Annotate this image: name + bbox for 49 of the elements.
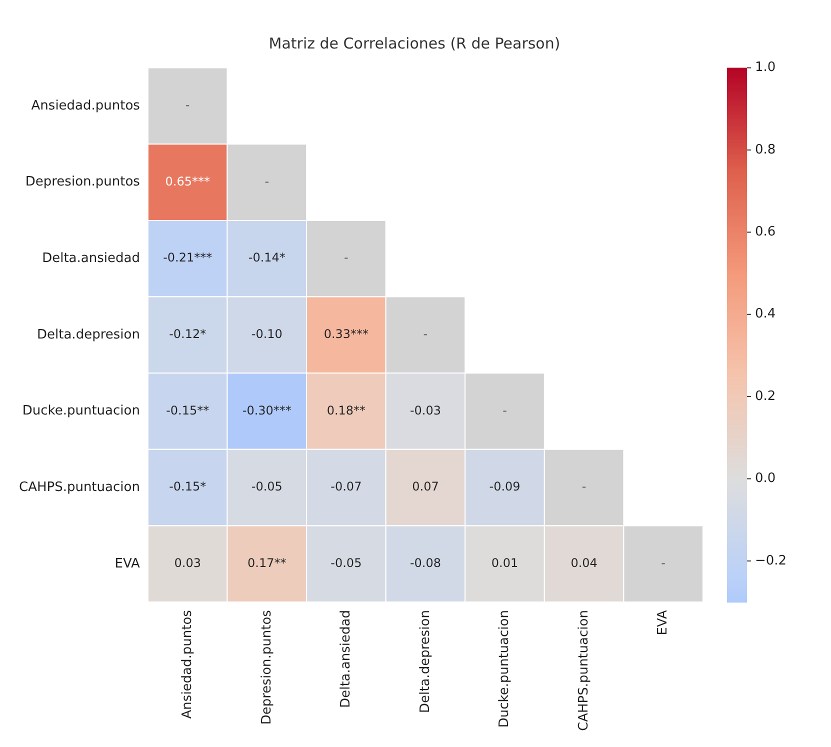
color-bar-label: 1.0 <box>755 60 776 76</box>
y-tick-label: CAHPS.puntuacion <box>18 480 140 495</box>
y-tick-label: Delta.ansiedad <box>42 250 140 266</box>
chart-title: Matriz de Correlaciones (R de Pearson) <box>268 34 560 53</box>
data-label: -0.21*** <box>163 250 212 265</box>
text: - <box>502 403 507 418</box>
text: - <box>264 174 270 188</box>
y-tick-label: Ducke.puntuacion <box>22 404 140 419</box>
color-bar-label: 0.2 <box>755 388 776 404</box>
y-tick-label: Ansiedad.puntos <box>31 98 140 114</box>
data-label: 0.01 <box>491 556 518 570</box>
color-bar-label: 0.0 <box>755 471 776 486</box>
data-label: 0.18** <box>326 403 366 418</box>
text: - <box>344 250 348 265</box>
x-tick-label: CAHPS.puntuacion <box>576 610 592 732</box>
color-bar-label: 0.8 <box>755 142 776 158</box>
data-label: -0.03 <box>410 403 442 418</box>
data-label: -0.15** <box>166 403 210 418</box>
x-tick-label: Delta.depresion <box>418 610 433 713</box>
x-tick-label: EVA <box>656 610 671 636</box>
data-label: 0.33*** <box>324 327 369 342</box>
data-label: -0.05 <box>330 556 362 570</box>
color-bar-label: 0.6 <box>755 224 776 240</box>
y-tick-label: Depresion.puntos <box>25 174 140 190</box>
x-tick-label: Depresion.puntos <box>259 610 274 725</box>
data-label: -0.07 <box>330 480 362 494</box>
data-label: -0.15* <box>169 480 206 494</box>
y-tick-label: EVA <box>114 556 140 572</box>
data-label: -0.09 <box>489 480 520 494</box>
text: - <box>423 327 428 342</box>
data-label: 0.07 <box>412 480 439 494</box>
data-label: 0.03 <box>174 556 201 570</box>
data-label: -0.10 <box>251 327 282 342</box>
text: - <box>185 98 190 112</box>
x-tick-label: Delta.ansiedad <box>338 610 354 708</box>
text: - <box>582 480 586 494</box>
data-label: 0.17** <box>248 556 286 570</box>
data-label: 0.65*** <box>165 174 210 188</box>
data-label: -0.12* <box>169 327 206 342</box>
data-label: -0.05 <box>251 480 282 494</box>
x-tick-label: Ducke.puntuacion <box>497 610 512 728</box>
y-tick-label: Delta.depresion <box>37 327 140 342</box>
data-label: 0.04 <box>570 556 598 570</box>
data-label: -0.30*** <box>242 403 292 418</box>
data-label: -0.14* <box>248 250 286 265</box>
text: - <box>661 556 666 570</box>
color-bar-label: 0.4 <box>755 306 776 322</box>
data-label: -0.08 <box>410 556 442 570</box>
color-bar-label: −0.2 <box>755 553 787 568</box>
